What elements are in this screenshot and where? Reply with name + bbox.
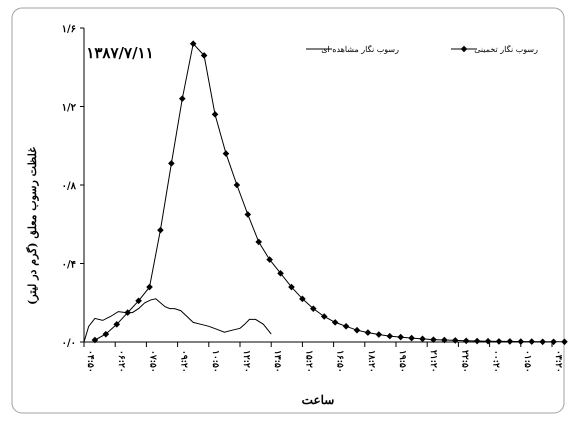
legend-observed-label: رسوب نگار مشاهده ای — [321, 44, 399, 54]
x-axis-label: ساعت — [302, 393, 335, 407]
estimated-data-point — [178, 95, 186, 102]
estimated-data-point — [233, 181, 241, 189]
y-tick-label: ۰/۰ — [62, 338, 76, 349]
date-label: ۱۳۸۷/۷/۱۱ — [86, 44, 153, 62]
y-axis-label: غلظت رسوب معلق (گرم در لیتر) — [25, 147, 39, 305]
legend-estimated-label: رسوب نگار تخمینی — [474, 44, 538, 54]
legend-estimated-marker — [460, 45, 468, 53]
x-tick-label: ۱۹:۵۰ — [397, 350, 407, 373]
estimated-data-point — [168, 160, 175, 167]
estimated-data-point — [375, 331, 383, 338]
estimated-data-point — [91, 336, 99, 344]
estimated-data-point — [244, 211, 252, 218]
estimated-data-point — [506, 338, 514, 345]
estimated-data-point — [408, 334, 415, 342]
estimated-data-point — [364, 329, 372, 336]
estimated-data-point — [342, 323, 350, 330]
x-tick-label: ۰۰:۲۰ — [491, 350, 501, 373]
estimated-data-point — [299, 295, 306, 303]
estimated-data-point — [539, 338, 546, 346]
estimated-data-point — [441, 336, 448, 344]
observed-series-line — [83, 298, 272, 343]
x-tick-label: ۰۹:۲۰ — [179, 350, 189, 373]
estimated-data-point — [484, 337, 492, 345]
x-tick-label: ۱۰:۵۰ — [210, 350, 220, 373]
x-tick-label: ۲۱:۲۰ — [428, 350, 438, 373]
estimated-data-point — [561, 338, 568, 346]
estimated-data-point — [320, 313, 328, 320]
estimated-data-point — [451, 337, 459, 344]
y-tick-label: ۰/۴ — [62, 260, 76, 271]
estimated-data-point — [430, 336, 437, 343]
x-tick-label: ۰۴:۵۰ — [85, 350, 95, 373]
estimated-data-point — [211, 111, 219, 118]
x-tick-label: ۲۲:۵۰ — [459, 350, 469, 373]
estimated-data-point — [310, 305, 317, 312]
estimated-data-point — [189, 40, 197, 47]
estimated-data-point — [124, 309, 131, 316]
estimated-data-point — [462, 337, 470, 345]
estimated-data-point — [331, 319, 339, 326]
estimated-data-point — [266, 256, 273, 263]
estimated-data-point — [353, 326, 361, 334]
estimated-data-point — [135, 297, 142, 305]
estimated-data-point — [157, 226, 164, 234]
estimated-data-point — [146, 283, 153, 291]
x-tick-label: ۱۲:۲۰ — [241, 350, 251, 373]
estimated-data-point — [528, 338, 536, 345]
estimated-data-point — [200, 52, 208, 59]
chart-border — [11, 7, 565, 414]
estimated-data-point — [277, 270, 284, 277]
estimated-data-point — [255, 238, 263, 246]
estimated-data-point — [222, 150, 230, 157]
x-tick-label: ۱۳:۵۰ — [272, 350, 282, 373]
estimated-data-point — [102, 330, 110, 338]
estimated-data-point — [473, 337, 481, 345]
estimated-data-point — [386, 332, 394, 340]
x-tick-label: ۱۶:۵۰ — [335, 350, 345, 373]
estimated-data-point — [288, 283, 295, 291]
y-tick-label: ۰/۸ — [62, 181, 77, 192]
estimated-data-point — [495, 338, 503, 345]
x-tick-label: ۰۶:۲۰ — [116, 350, 126, 373]
y-tick-label: ۱/۶ — [62, 24, 76, 35]
x-tick-label: ۰۱:۵۰ — [522, 350, 532, 373]
x-tick-label: ۱۸:۲۰ — [366, 350, 376, 373]
estimated-data-point — [517, 338, 525, 345]
estimated-data-point — [550, 338, 557, 346]
estimated-data-point — [397, 333, 404, 341]
estimated-data-point — [113, 321, 121, 328]
x-tick-label: ۰۷:۵۰ — [147, 350, 157, 373]
estimated-data-point — [419, 335, 426, 343]
x-tick-label: ۰۳:۲۰ — [553, 350, 563, 373]
x-tick-label: ۱۵:۲۰ — [303, 350, 313, 373]
y-tick-label: ۱/۲ — [62, 103, 77, 114]
